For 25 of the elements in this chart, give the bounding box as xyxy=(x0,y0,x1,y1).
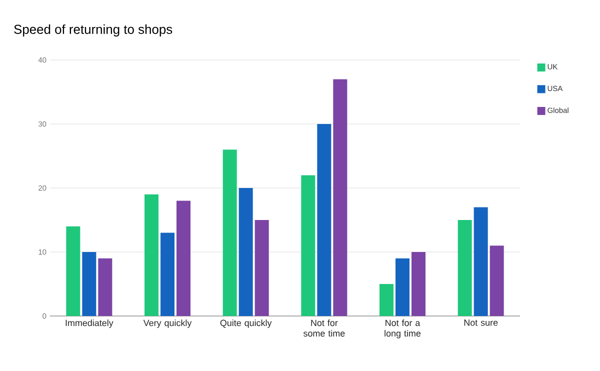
bar xyxy=(98,258,112,316)
bar xyxy=(222,150,237,316)
bar xyxy=(412,252,426,316)
bar xyxy=(66,226,80,316)
x-tick-label: Very quickly xyxy=(143,320,192,328)
x-tick-label: Not for some time xyxy=(303,320,345,337)
chart-title: Speed of returning to shops xyxy=(14,24,172,36)
bar xyxy=(474,207,488,316)
bar xyxy=(82,252,96,316)
bar xyxy=(490,246,504,316)
bar xyxy=(144,194,158,316)
bar xyxy=(301,175,316,316)
bar xyxy=(238,188,253,316)
bar xyxy=(458,220,472,316)
x-tick-label: Not for a long time xyxy=(384,320,421,338)
bar xyxy=(380,284,394,316)
bar xyxy=(176,200,190,316)
bar xyxy=(317,124,332,316)
x-tick-label: Immediately xyxy=(66,320,114,328)
bar xyxy=(160,232,174,316)
bar xyxy=(396,258,410,316)
x-tick-label: Not sure xyxy=(464,320,498,326)
bar xyxy=(333,79,348,316)
x-tick-label: Quite quickly xyxy=(220,320,272,328)
bar xyxy=(254,220,269,316)
